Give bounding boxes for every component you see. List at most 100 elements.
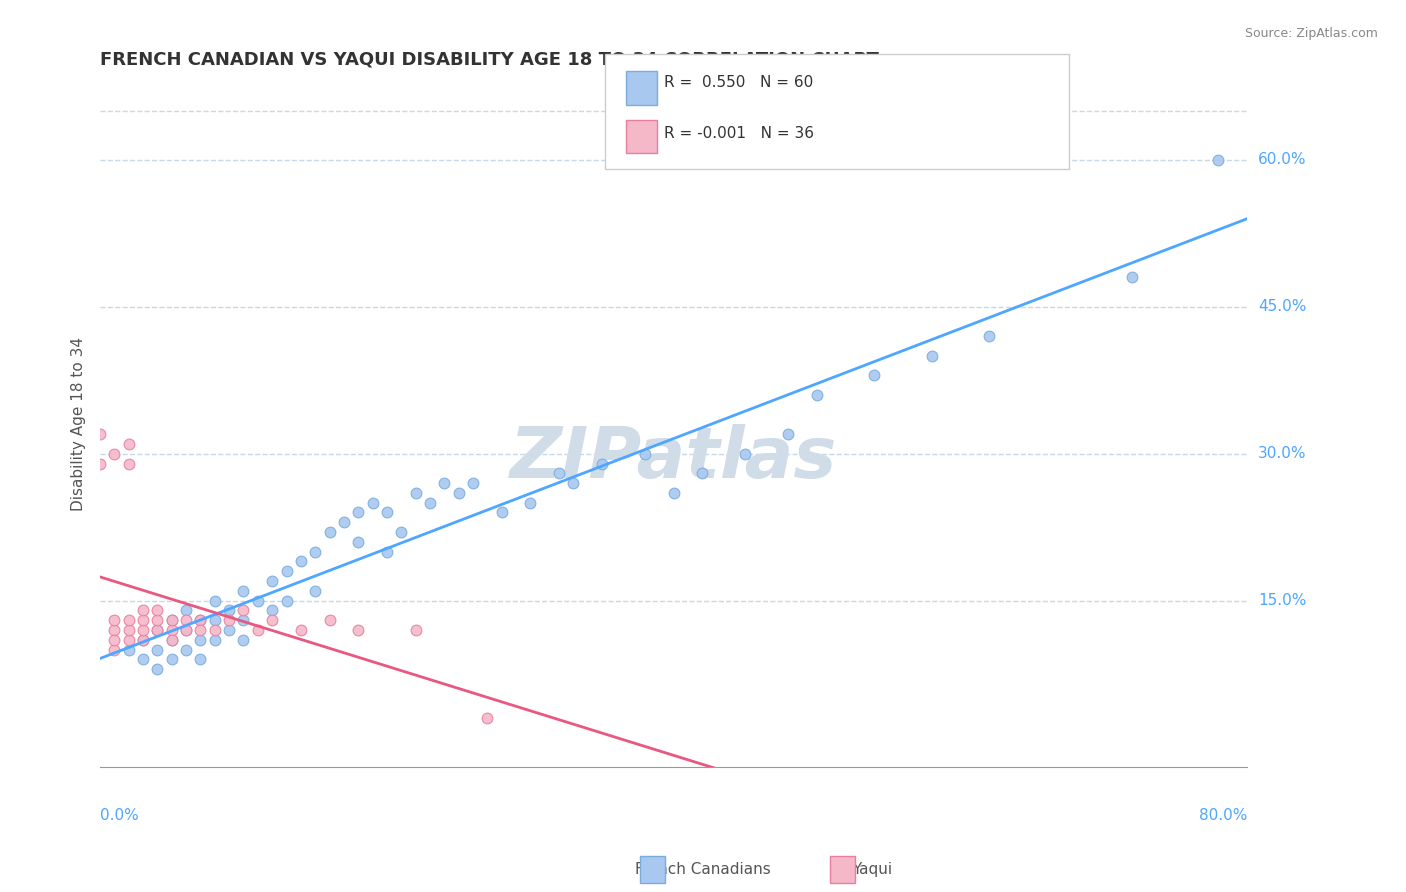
Point: [262, 603, 284, 617]
Point: [160, 613, 183, 627]
Text: 45.0%: 45.0%: [1258, 299, 1306, 314]
Point: [146, 603, 169, 617]
Point: [132, 652, 155, 666]
Point: [118, 613, 141, 627]
Point: [218, 623, 240, 637]
Point: [132, 623, 155, 637]
Point: [1208, 153, 1230, 167]
Point: [262, 574, 284, 588]
Text: Yaqui: Yaqui: [852, 863, 891, 877]
Point: [89, 457, 111, 471]
Point: [447, 486, 470, 500]
Text: FRENCH CANADIAN VS YAQUI DISABILITY AGE 18 TO 34 CORRELATION CHART: FRENCH CANADIAN VS YAQUI DISABILITY AGE …: [100, 51, 879, 69]
Point: [977, 329, 1000, 343]
Y-axis label: Disability Age 18 to 34: Disability Age 18 to 34: [72, 337, 86, 511]
Point: [290, 554, 312, 568]
Point: [190, 613, 212, 627]
Point: [190, 632, 212, 647]
Point: [690, 467, 713, 481]
Point: [433, 476, 456, 491]
Point: [419, 496, 441, 510]
Point: [304, 544, 326, 558]
Point: [204, 613, 226, 627]
Point: [174, 613, 197, 627]
Point: [461, 476, 484, 491]
Point: [318, 525, 340, 540]
Point: [290, 623, 312, 637]
Point: [246, 593, 269, 607]
Point: [89, 427, 111, 442]
Text: French Canadians: French Canadians: [636, 863, 770, 877]
Point: [204, 593, 226, 607]
Point: [146, 623, 169, 637]
Point: [132, 632, 155, 647]
Text: R =  0.550   N = 60: R = 0.550 N = 60: [664, 75, 813, 89]
Point: [375, 506, 398, 520]
Point: [218, 603, 240, 617]
Point: [132, 613, 155, 627]
Point: [190, 613, 212, 627]
Point: [519, 496, 541, 510]
Point: [103, 613, 125, 627]
Point: [548, 467, 571, 481]
Point: [232, 613, 254, 627]
Point: [160, 652, 183, 666]
Text: Source: ZipAtlas.com: Source: ZipAtlas.com: [1244, 27, 1378, 40]
Point: [806, 388, 828, 402]
Point: [347, 535, 370, 549]
Point: [778, 427, 800, 442]
Point: [118, 642, 141, 657]
Point: [662, 486, 685, 500]
Point: [361, 496, 384, 510]
Point: [232, 603, 254, 617]
Point: [562, 476, 585, 491]
Point: [118, 632, 141, 647]
Point: [634, 447, 657, 461]
Point: [204, 632, 226, 647]
Point: [405, 486, 427, 500]
Point: [921, 349, 943, 363]
Point: [375, 544, 398, 558]
Point: [190, 652, 212, 666]
Point: [146, 662, 169, 676]
Point: [246, 623, 269, 637]
Text: 15.0%: 15.0%: [1258, 593, 1306, 608]
Point: [405, 623, 427, 637]
Point: [190, 623, 212, 637]
Point: [160, 613, 183, 627]
Point: [591, 457, 613, 471]
Point: [174, 642, 197, 657]
Point: [146, 642, 169, 657]
Point: [863, 368, 886, 383]
Point: [118, 623, 141, 637]
Point: [347, 506, 370, 520]
Point: [118, 457, 141, 471]
Point: [304, 583, 326, 598]
Point: [276, 564, 298, 578]
Point: [347, 623, 370, 637]
Text: 60.0%: 60.0%: [1258, 153, 1306, 167]
Point: [1121, 270, 1143, 285]
Point: [204, 623, 226, 637]
Text: 0.0%: 0.0%: [100, 808, 139, 823]
Point: [333, 516, 356, 530]
Text: 80.0%: 80.0%: [1199, 808, 1247, 823]
Point: [174, 603, 197, 617]
Point: [103, 632, 125, 647]
Point: [103, 447, 125, 461]
Point: [262, 613, 284, 627]
Point: [146, 613, 169, 627]
Point: [103, 642, 125, 657]
Point: [132, 603, 155, 617]
Point: [174, 623, 197, 637]
Point: [160, 632, 183, 647]
Point: [146, 623, 169, 637]
Point: [174, 623, 197, 637]
Point: [218, 613, 240, 627]
Point: [160, 623, 183, 637]
Text: ZIPatlas: ZIPatlas: [510, 424, 837, 493]
Text: 30.0%: 30.0%: [1258, 446, 1306, 461]
Point: [132, 632, 155, 647]
Point: [734, 447, 756, 461]
Point: [491, 506, 513, 520]
